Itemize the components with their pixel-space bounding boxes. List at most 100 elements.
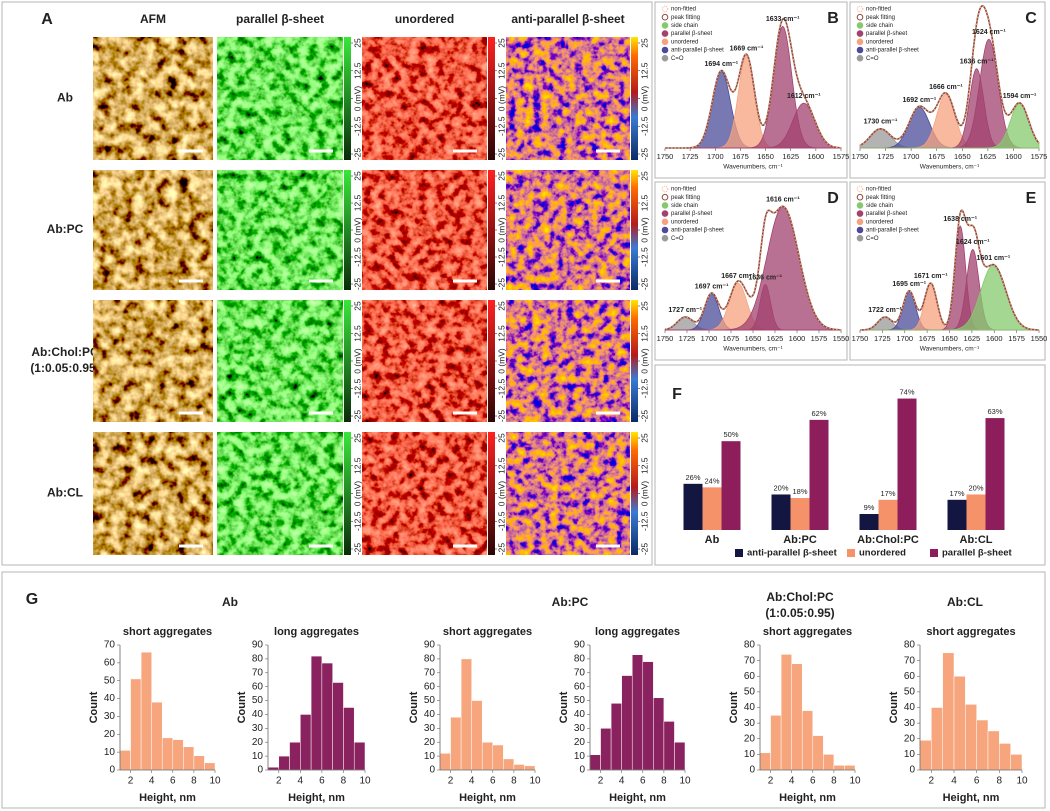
y-tick-label: 20 — [104, 729, 116, 740]
colorbar-tick-label: 0 (mV) — [639, 348, 649, 374]
y-tick-label: 10 — [904, 749, 916, 760]
y-tick-label: 50 — [574, 695, 586, 706]
legend-label: unordered — [671, 39, 698, 45]
y-tick-label: 10 — [104, 747, 116, 758]
y-tick-label: 80 — [744, 640, 756, 651]
y-tick-label: 30 — [744, 718, 756, 729]
colorbar-tick-label: 0 (mV) — [496, 348, 506, 374]
x-tick-label: 1600 — [986, 334, 1003, 343]
y-axis-label: Count — [558, 691, 570, 723]
x-tick-label: 1650 — [941, 334, 958, 343]
y-tick-label: 50 — [252, 695, 264, 706]
fit-envelope — [859, 5, 1040, 147]
colorbar-tick-label: -12.5 — [352, 116, 362, 136]
y-tick-label: 90 — [252, 640, 264, 651]
colorbar-tick-label: -12.5 — [639, 247, 649, 267]
colorbar-tick-label: 12.5 — [639, 457, 649, 474]
panel-frame — [654, 364, 1046, 566]
x-tick-label: 1675 — [919, 334, 936, 343]
peak-label: 1612 cm⁻¹ — [787, 93, 821, 100]
colorbar-tick-label: -25 — [639, 148, 649, 161]
x-tick-label: 1575 — [1031, 152, 1048, 161]
bar-value-label: 20% — [773, 483, 788, 492]
colorbar-tick-label: -25 — [352, 278, 362, 291]
legend-label: non-fitted — [671, 7, 696, 13]
map-image — [362, 300, 487, 422]
panel-frame — [849, 181, 1046, 361]
x-tick-label: 1650 — [745, 334, 762, 343]
histogram-bar — [942, 652, 955, 771]
peak-label: 1692 cm⁻¹ — [902, 97, 936, 104]
bar — [878, 499, 898, 530]
colorbar-tick-label: 0 (mV) — [639, 86, 649, 112]
y-tick-label: 0 — [749, 765, 755, 776]
colorbar — [344, 300, 351, 422]
x-tick-label: 2 — [598, 776, 604, 787]
colorbar-tick-label: 12.5 — [496, 62, 506, 79]
histogram-bar — [999, 743, 1011, 771]
x-tick-label: 8 — [831, 776, 837, 787]
colorbar-tick-label: -12.5 — [639, 511, 649, 531]
x-tick-label: 10 — [1016, 776, 1028, 787]
legend-label: side chain — [866, 203, 893, 209]
colorbar — [488, 432, 495, 555]
legend-label: parallel β-sheet — [671, 31, 712, 37]
y-tick-label: 0 — [579, 765, 585, 776]
peak-label: 1695 cm⁻¹ — [892, 281, 926, 288]
histogram-bar — [600, 728, 612, 771]
map-image — [93, 432, 213, 555]
x-tick-label: 4 — [149, 776, 155, 787]
histogram-bar — [823, 754, 835, 771]
bar — [985, 418, 1005, 530]
legend-swatch — [661, 22, 669, 29]
y-tick-label: 70 — [904, 655, 916, 666]
histogram-bar — [204, 762, 216, 771]
peak-label: 1624 cm⁻¹ — [956, 239, 990, 246]
histogram-bar — [513, 764, 525, 771]
colorbar-tick-label: 0 (mV) — [496, 481, 506, 507]
legend-swatch — [856, 5, 864, 13]
colorbar-tick-label: 0 (mV) — [639, 217, 649, 243]
histogram-bar — [987, 730, 1000, 771]
legend-label: peak fitting — [671, 15, 700, 21]
x-axis-label: Height, nm — [609, 792, 666, 804]
histogram-bar — [976, 719, 989, 771]
map-image — [506, 170, 630, 290]
colorbar-tick-label: 25 — [639, 433, 649, 443]
y-tick-label: 60 — [252, 681, 264, 692]
legend-swatch — [661, 218, 669, 226]
y-tick-label: 10 — [574, 751, 586, 762]
map-image — [217, 300, 343, 422]
peak-label: 1594 cm⁻¹ — [1003, 93, 1037, 100]
x-tick-label: 4 — [789, 776, 795, 787]
histogram-bar — [524, 765, 536, 771]
y-tick-label: 80 — [574, 654, 586, 665]
legend-swatch — [661, 226, 669, 234]
histogram-bar — [460, 658, 472, 771]
histogram-bar — [965, 704, 977, 771]
map-image — [362, 37, 487, 160]
x-tick-label: 1600 — [808, 152, 825, 161]
y-tick-label: 60 — [904, 671, 916, 682]
colorbar-tick-label: -12.5 — [639, 116, 649, 136]
x-tick-label: 1700 — [903, 152, 920, 161]
histogram-title: long aggregates — [274, 626, 359, 638]
y-tick-label: 60 — [424, 681, 436, 692]
y-tick-label: 0 — [429, 765, 435, 776]
legend-swatch — [856, 218, 864, 226]
y-tick-label: 30 — [424, 723, 436, 734]
y-axis-label: Count — [236, 691, 248, 723]
y-axis-label: Count — [408, 691, 420, 723]
histogram-bar — [931, 707, 943, 771]
x-tick-label: 1700 — [701, 334, 718, 343]
legend-label: non-fitted — [866, 187, 891, 193]
colorbar-tick-label: 25 — [496, 38, 506, 48]
group-header: (1:0.05:0.95) — [765, 606, 834, 620]
y-tick-label: 30 — [574, 723, 586, 734]
histogram-bar — [471, 700, 483, 771]
x-tick-label: 4 — [951, 776, 957, 787]
x-tick-label: 1700 — [896, 334, 913, 343]
x-axis-label: Height, nm — [459, 792, 516, 804]
colorbar-tick-label: -25 — [639, 543, 649, 556]
